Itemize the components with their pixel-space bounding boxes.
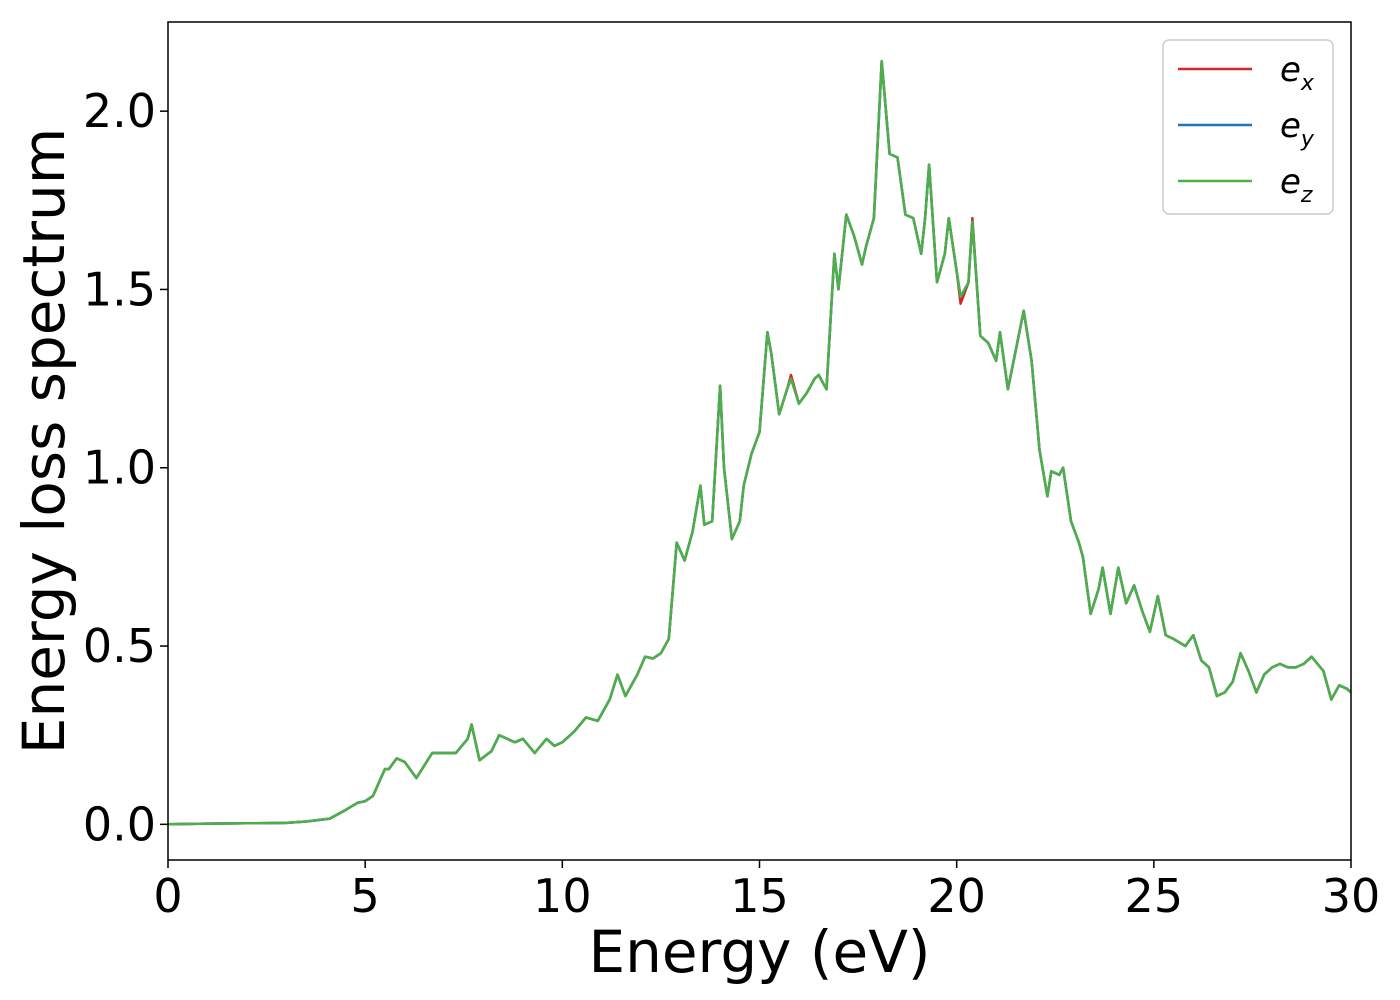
y-tick-label: 0.0	[83, 797, 156, 851]
y-tick-label: 1.0	[83, 441, 156, 495]
y-tick-label: 2.0	[83, 84, 156, 138]
legend-label-main: e	[1280, 162, 1301, 202]
series-layer	[168, 59, 1351, 826]
legend-label-e-z: ez	[1280, 162, 1313, 208]
x-tick-label: 20	[927, 869, 986, 923]
legend-label-e-y: ey	[1280, 106, 1315, 152]
series-line-e-z	[168, 59, 1351, 826]
x-axis-label: Energy (eV)	[588, 918, 930, 986]
x-tick-label: 15	[730, 869, 789, 923]
x-tick-label: 10	[533, 869, 592, 923]
legend-label-main: e	[1280, 106, 1301, 146]
x-tick-label: 0	[153, 869, 182, 923]
y-tick-label: 1.5	[83, 262, 156, 316]
y-axis-label: Energy loss spectrum	[10, 128, 78, 754]
legend-label-sub: x	[1300, 71, 1315, 96]
legend-label-main: e	[1280, 50, 1301, 90]
legend-label-sub: z	[1300, 183, 1313, 208]
x-axis: 0 5 10 15 20 25 30	[153, 860, 1380, 923]
x-tick-label: 5	[351, 869, 380, 923]
legend-label-sub: y	[1300, 127, 1315, 152]
legend-frame	[1162, 39, 1334, 215]
x-tick-label: 25	[1125, 869, 1184, 923]
x-tick-label: 30	[1322, 869, 1381, 923]
y-axis: 0.0 0.5 1.0 1.5 2.0	[83, 84, 168, 851]
legend-label-e-x: ex	[1280, 50, 1315, 96]
y-tick-label: 0.5	[83, 619, 156, 673]
